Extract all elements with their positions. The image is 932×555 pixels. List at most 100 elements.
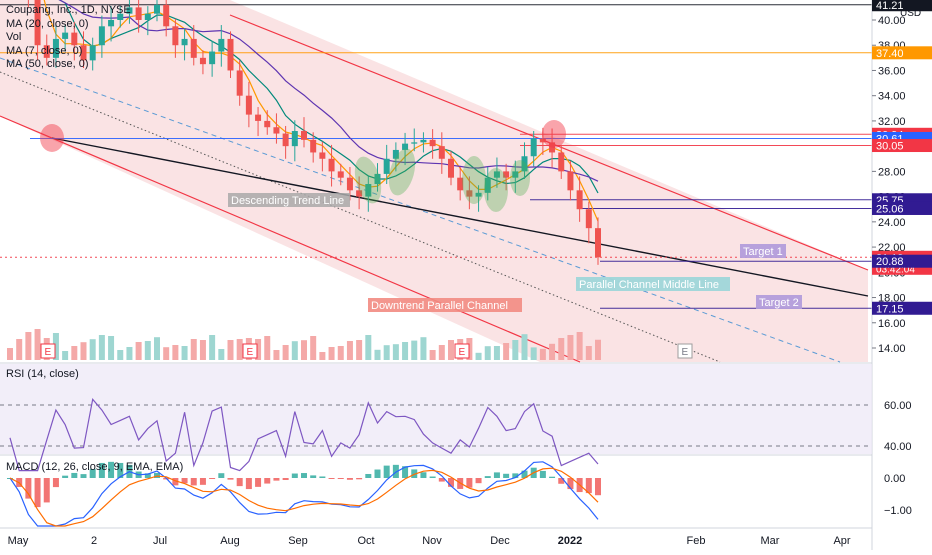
volume-bar — [163, 347, 170, 360]
candle-body — [227, 38, 234, 71]
volume-bar — [411, 340, 418, 360]
macd-histogram-bar — [549, 476, 556, 478]
volume-bar — [310, 336, 317, 360]
descending-trend-line — [51, 137, 869, 297]
earnings-label: E — [45, 347, 52, 358]
macd-histogram-bar — [236, 478, 243, 487]
volume-bar — [475, 352, 482, 360]
candle-body — [209, 51, 216, 65]
candle-body — [126, 7, 133, 14]
volume-bar — [218, 349, 225, 360]
channel-lower-line — [0, 115, 581, 363]
macd-histogram-bar — [89, 468, 96, 478]
candle-body — [301, 131, 307, 140]
volume-bar — [521, 334, 528, 360]
pattern-highlight — [388, 148, 416, 196]
candle-body — [466, 190, 473, 197]
macd-histogram-bar — [227, 478, 234, 480]
candle-body — [374, 173, 381, 184]
volume-bar — [52, 333, 59, 360]
symbol-title[interactable]: Coupang, Inc., 1D, NYSE — [6, 4, 131, 16]
macd-histogram-bar — [301, 473, 307, 478]
time-axis[interactable]: May 2 Jul Aug Sep Oct Nov Dec 2022 Feb Mar Apr — [8, 535, 851, 547]
pattern-highlight — [484, 168, 508, 212]
volume-bar — [273, 350, 280, 360]
macd-label[interactable]: MACD (12, 26, close, 9, EMA, EMA) — [6, 461, 184, 473]
candle-body — [484, 177, 491, 193]
annotation-trend-line[interactable]: Descending Trend Line — [228, 193, 350, 207]
annotation-target-2[interactable]: Target 2 — [756, 295, 802, 309]
price-badge-label: 25.06 — [876, 203, 904, 215]
volume-bar — [558, 338, 565, 360]
rsi-polyline — [9, 397, 599, 472]
candle-body — [71, 32, 78, 46]
time-tick-label: Jul — [153, 535, 167, 547]
ma50-line — [58, 0, 599, 182]
annotation-text: Target 2 — [759, 297, 799, 309]
macd-histogram-bar — [383, 465, 390, 478]
legend-volume[interactable]: Vol — [6, 31, 22, 43]
candle-body — [337, 171, 344, 178]
annotation-downtrend-channel[interactable]: Downtrend Parallel Channel — [368, 298, 522, 312]
macd-histogram-bar — [273, 478, 280, 481]
macd-histogram-bar — [567, 478, 574, 490]
annotation-target-1[interactable]: Target 1 — [740, 244, 786, 258]
macd-histogram-bar — [98, 462, 105, 478]
earnings-label: E — [682, 347, 689, 358]
currency-label: USD — [900, 8, 921, 19]
time-tick-label: Sep — [288, 535, 308, 547]
macd-histogram-bar — [255, 478, 262, 487]
price-tick-label: 18.00 — [878, 293, 906, 305]
volume-bar — [595, 339, 601, 360]
legend-ma7[interactable]: MA (7, close, 0) — [6, 44, 83, 57]
annotation-text: Parallel Channel Middle Line — [579, 279, 719, 291]
volume-bar — [549, 343, 556, 360]
candle-body — [98, 26, 105, 46]
price-tick-label: 16.00 — [878, 318, 906, 330]
volume-bar — [80, 342, 87, 360]
volume-bar — [172, 345, 179, 360]
volume-bar — [420, 337, 427, 360]
macd-series — [7, 461, 601, 527]
macd-histogram-bar — [80, 474, 87, 478]
volume-bar — [117, 350, 124, 360]
macd-line — [9, 461, 599, 527]
candle-body — [62, 32, 69, 39]
price-badge — [872, 301, 932, 315]
pattern-highlight — [354, 156, 382, 204]
time-tick-label: Nov — [422, 535, 442, 547]
annotation-text: Descending Trend Line — [231, 195, 344, 207]
macd-histogram-bar — [25, 478, 32, 499]
candle-body — [328, 158, 335, 172]
candle-body — [190, 38, 197, 58]
legend-ma20[interactable]: MA (20, close, 0) — [6, 17, 89, 30]
volume-bar — [236, 339, 243, 360]
legend-ma50[interactable]: MA (50, close, 0) — [6, 58, 89, 70]
macd-histogram-bar — [264, 478, 271, 484]
macd-tick-label: 0.00 — [884, 473, 905, 485]
macd-histogram-bar — [438, 478, 445, 482]
candle-body — [282, 133, 289, 147]
time-tick-label: Feb — [687, 535, 706, 547]
volume-bar — [25, 332, 32, 360]
rsi-tick-label: 40.00 — [884, 441, 912, 453]
volume-bar — [154, 337, 160, 360]
volume-bar — [190, 339, 197, 360]
macd-histogram-bar — [319, 476, 326, 478]
pattern-highlight — [462, 156, 486, 204]
channel-middle-line — [0, 57, 841, 363]
price-axis[interactable]: 40.0038.0036.0034.0032.0030.0028.0026.00… — [872, 0, 932, 355]
volume-bar — [512, 340, 519, 360]
annotation-middle-line[interactable]: Parallel Channel Middle Line — [576, 277, 730, 291]
candle-body — [43, 45, 50, 58]
macd-histogram-bar — [71, 472, 78, 478]
indicator-axes: 60.00 40.00 0.00 −1.00 — [884, 400, 912, 517]
annotation-text: Downtrend Parallel Channel — [371, 300, 508, 312]
rsi-label[interactable]: RSI (14, close) — [6, 368, 79, 380]
volume-bar — [255, 339, 262, 360]
earnings-label: E — [459, 347, 466, 358]
candle-body — [181, 38, 188, 46]
